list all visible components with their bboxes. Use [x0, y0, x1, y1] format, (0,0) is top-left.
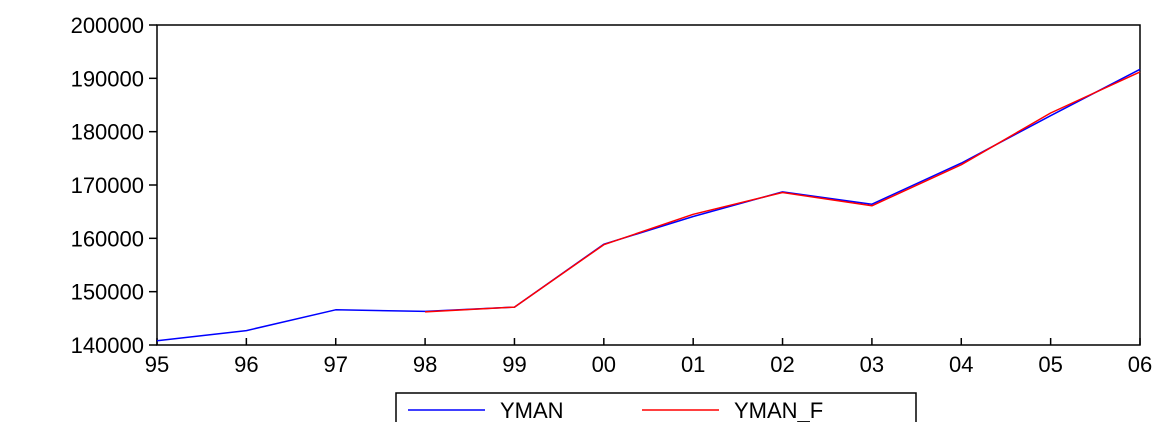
legend-box [395, 392, 917, 422]
x-tick-label: 05 [1038, 352, 1062, 377]
x-tick-label: 96 [234, 352, 258, 377]
x-tick-label: 97 [323, 352, 347, 377]
legend: YMAN YMAN_F [395, 392, 917, 422]
x-axis: 95 96 97 98 99 00 01 02 03 04 05 06 [145, 338, 1152, 377]
x-tick-label: 06 [1128, 352, 1152, 377]
legend-label-yman-f: YMAN_F [734, 398, 823, 422]
x-tick-label: 00 [592, 352, 616, 377]
y-tick-label: 160000 [71, 226, 144, 251]
x-tick-label: 98 [413, 352, 437, 377]
x-tick-label: 01 [681, 352, 705, 377]
legend-label-yman: YMAN [500, 398, 564, 422]
x-tick-label: 99 [502, 352, 526, 377]
y-tick-label: 190000 [71, 66, 144, 91]
series-line-yman [156, 68, 1141, 342]
y-tick-label: 150000 [71, 280, 144, 305]
y-tick-label: 140000 [71, 333, 144, 358]
x-tick-label: 95 [145, 352, 169, 377]
series-lines [156, 68, 1141, 342]
x-tick-label: 03 [860, 352, 884, 377]
y-tick-label: 200000 [71, 13, 144, 38]
plot-frame [156, 24, 1141, 346]
y-tick-label: 170000 [71, 173, 144, 198]
series-line-yman-f [425, 71, 1141, 313]
y-axis: 140000 150000 160000 170000 180000 190000 2000… [71, 13, 157, 358]
x-tick-label: 04 [949, 352, 973, 377]
y-tick-label: 180000 [71, 120, 144, 145]
x-tick-label: 02 [770, 352, 794, 377]
